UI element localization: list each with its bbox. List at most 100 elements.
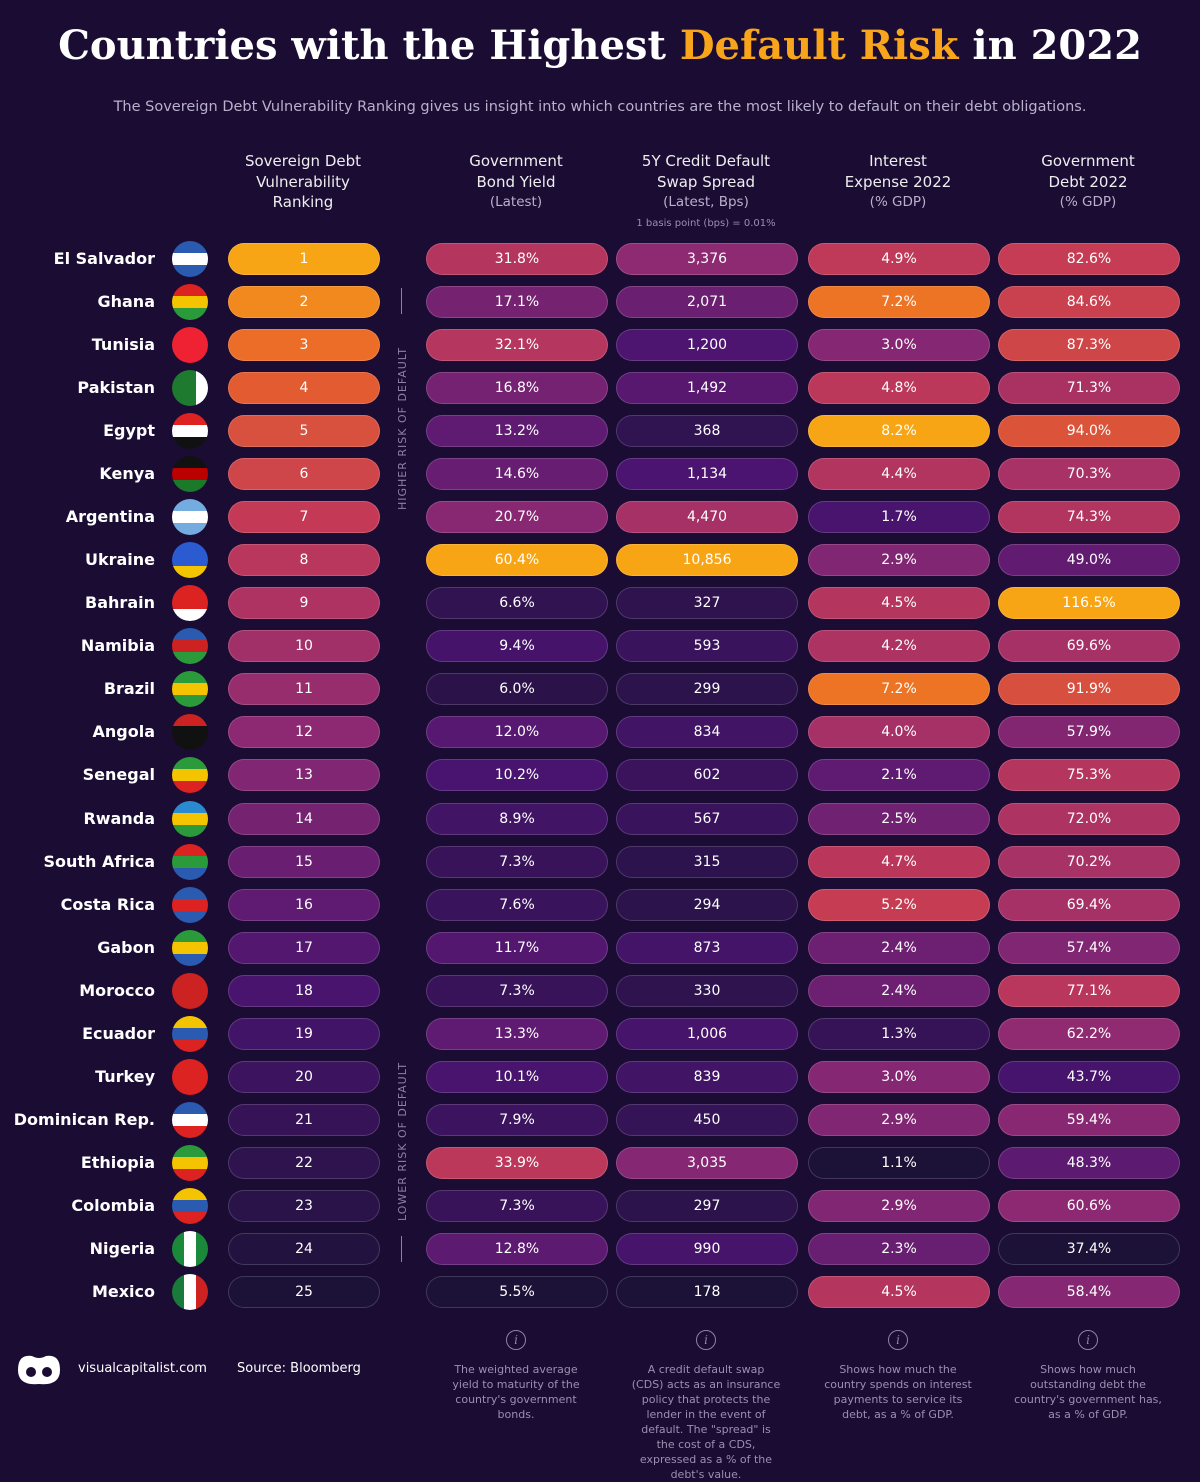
flag: [172, 929, 208, 966]
side-label: LOWER RISK OF DEFAULT: [396, 1061, 409, 1221]
data-cell: 5.2%: [808, 888, 990, 921]
country-name: Ukraine: [84, 550, 155, 570]
country-name: El Salvador: [53, 249, 155, 268]
data-cell: 62.2%: [998, 1017, 1180, 1050]
country-name: Turkey: [95, 1066, 155, 1086]
flag: [172, 1187, 208, 1224]
rank-cell: 1: [228, 243, 380, 275]
rank-cell: 5: [228, 415, 380, 448]
flag: [172, 714, 208, 751]
data-cell: 49.0%: [998, 544, 1180, 577]
data-cell: 7.3%: [426, 974, 608, 1007]
data-cell: 1,134: [616, 458, 798, 491]
country-name: Kenya: [99, 464, 155, 484]
column-subtitle: (Latest, Bps): [663, 194, 749, 210]
data-cell: 1.3%: [808, 1017, 990, 1050]
data-cell: 2.4%: [808, 974, 990, 1007]
data-cell: 84.6%: [998, 286, 1180, 319]
data-cell: 990: [616, 1232, 798, 1265]
country-name: Bahrain: [85, 593, 155, 613]
data-cell: 3,376: [616, 243, 798, 275]
data-cell: 3.0%: [808, 329, 990, 362]
data-cell: 368: [616, 415, 798, 448]
title-highlight: Default Risk: [679, 22, 959, 69]
column-note: 1 basis point (bps) = 0.01%: [636, 217, 776, 229]
rank-cell: 2: [228, 286, 380, 319]
column-header: 5Y Credit Default Swap Spread (Latest, Bps…: [596, 151, 816, 235]
data-cell: 7.3%: [426, 1189, 608, 1222]
data-cell: 1.7%: [808, 501, 990, 534]
data-cell: 2.1%: [808, 759, 990, 792]
country-name: Tunisia: [91, 335, 155, 355]
data-cell: 7.2%: [808, 673, 990, 706]
flag: [172, 456, 208, 493]
data-cell: 58.4%: [998, 1275, 1180, 1308]
country-name: Mexico: [91, 1281, 155, 1301]
data-cell: 16.8%: [426, 372, 608, 405]
data-cell: 59.4%: [998, 1103, 1180, 1136]
column-title-line: Sovereign Debt: [244, 152, 361, 170]
data-cell: 4.4%: [808, 458, 990, 491]
data-cell: 116.5%: [998, 587, 1180, 620]
column-title-line: Vulnerability: [256, 172, 350, 191]
data-cell: 33.9%: [426, 1146, 608, 1179]
data-cell: 2.9%: [808, 544, 990, 577]
rank-cell: 19: [228, 1017, 380, 1050]
info-icon: i: [888, 1330, 908, 1350]
data-cell: 10.1%: [426, 1060, 608, 1093]
rank-cell: 8: [228, 544, 380, 577]
data-cell: 10.2%: [426, 759, 608, 792]
subtitle: The Sovereign Debt Vulnerability Ranking…: [113, 99, 1087, 115]
data-cell: 10,856: [616, 544, 798, 577]
rank-cell: 18: [228, 974, 380, 1007]
data-cell: 43.7%: [998, 1060, 1180, 1093]
data-cell: 839: [616, 1060, 798, 1093]
data-cell: 91.9%: [998, 673, 1180, 706]
data-cell: 330: [616, 974, 798, 1007]
column-title-line: Bond Yield: [476, 172, 556, 191]
data-cell: 7.9%: [426, 1103, 608, 1136]
data-cell: 77.1%: [998, 974, 1180, 1007]
data-cell: 4.5%: [808, 587, 990, 620]
data-cell: 57.9%: [998, 716, 1180, 749]
data-cell: 294: [616, 888, 798, 921]
data-cell: 1,006: [616, 1017, 798, 1050]
title-part: in 2022: [958, 22, 1142, 69]
data-cell: 3,035: [616, 1146, 798, 1179]
flag: [172, 1273, 208, 1310]
info-icon: i: [506, 1330, 526, 1350]
data-cell: 4.7%: [808, 845, 990, 878]
data-cell: 3.0%: [808, 1060, 990, 1093]
data-cell: 31.8%: [426, 243, 608, 275]
data-cell: 74.3%: [998, 501, 1180, 534]
rank-cell: 6: [228, 458, 380, 491]
data-cell: 69.6%: [998, 630, 1180, 663]
column-title-line: Ranking: [272, 193, 334, 211]
data-cell: 69.4%: [998, 888, 1180, 921]
rank-cell: 7: [228, 501, 380, 534]
country-name: Rwanda: [83, 808, 155, 828]
footnote: The weighted average yield to maturity o…: [452, 1363, 580, 1421]
title-part: Countries with the Highest: [58, 22, 680, 69]
flag: [172, 1101, 208, 1138]
data-cell: 7.2%: [808, 286, 990, 319]
rank-cell: 12: [228, 716, 380, 749]
data-cell: 71.3%: [998, 372, 1180, 405]
data-cell: 75.3%: [998, 759, 1180, 792]
flag: [172, 1015, 208, 1052]
data-cell: 57.4%: [998, 931, 1180, 964]
rank-cell: 4: [228, 372, 380, 405]
data-cell: 11.7%: [426, 931, 608, 964]
flag: [172, 499, 208, 536]
column-title-line: Government: [469, 152, 563, 170]
arrow: [401, 288, 402, 314]
data-cell: 14.6%: [426, 458, 608, 491]
country-name: Senegal: [82, 765, 155, 785]
rank-cell: 24: [228, 1232, 380, 1265]
data-cell: 602: [616, 759, 798, 792]
column-title-line: Swap Spread: [656, 172, 756, 191]
footnote: A credit default swap (CDS) acts as an i…: [631, 1363, 781, 1481]
column-title-line: Expense 2022: [844, 172, 952, 191]
data-cell: 1,200: [616, 329, 798, 362]
flag: [172, 1144, 208, 1181]
